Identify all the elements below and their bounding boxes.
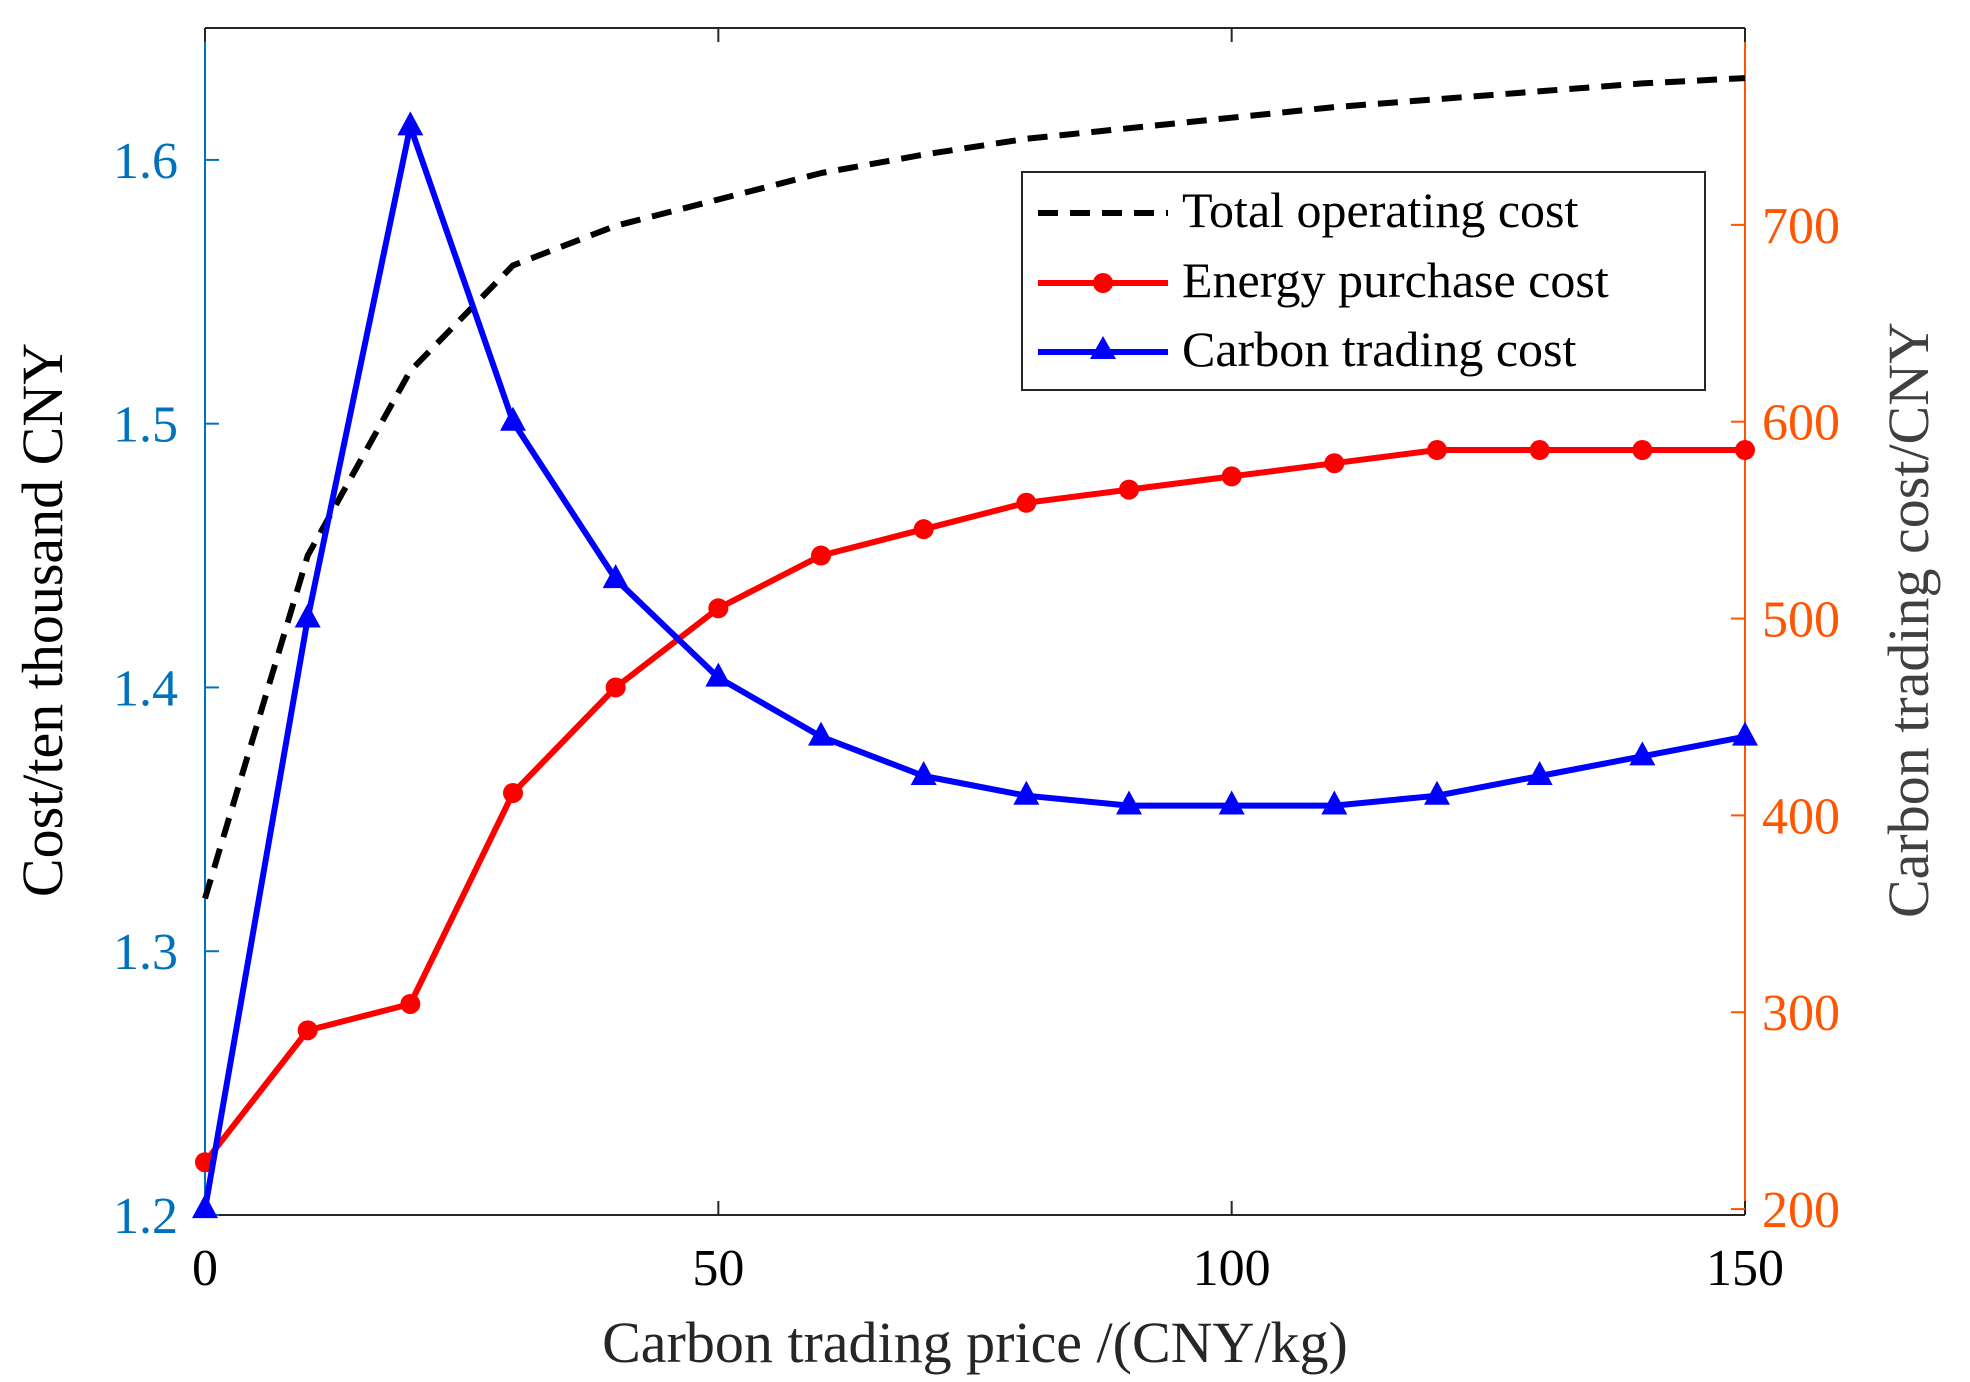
data-point-triangle xyxy=(808,721,834,746)
x-axis-label: Carbon trading price /(CNY/kg) xyxy=(602,1310,1348,1375)
data-point-triangle xyxy=(602,564,629,589)
right-y-tick-label: 400 xyxy=(1762,788,1840,845)
data-point-triangle xyxy=(1732,721,1758,746)
x-tick-label: 150 xyxy=(1706,1240,1784,1297)
series-carbon-trading-cost xyxy=(192,111,1758,1219)
right-y-tick-label: 500 xyxy=(1762,592,1840,649)
data-point-circle xyxy=(708,598,729,619)
data-point-triangle xyxy=(294,603,321,628)
data-point-triangle xyxy=(1629,741,1656,766)
data-point-triangle xyxy=(705,662,732,687)
data-point-circle xyxy=(297,1020,318,1041)
right-y-tick-label: 200 xyxy=(1762,1182,1840,1239)
data-point-circle xyxy=(503,782,523,803)
left-y-tick-label: 1.3 xyxy=(113,924,178,981)
data-point-triangle xyxy=(910,761,937,786)
data-point-circle xyxy=(1632,440,1653,461)
left-y-tick-label: 1.2 xyxy=(113,1188,178,1245)
right-y-axis-label: Carbon trading cost/CNY xyxy=(1876,322,1941,918)
data-point-circle xyxy=(1735,440,1755,461)
data-point-triangle xyxy=(397,111,424,136)
x-tick-label: 0 xyxy=(192,1240,218,1297)
data-point-triangle xyxy=(1424,780,1450,805)
data-point-triangle xyxy=(1321,790,1348,815)
data-point-circle xyxy=(913,519,934,540)
data-point-circle xyxy=(811,545,831,566)
series-line xyxy=(202,447,1745,1165)
legend-label-total-operating-cost: Total operating cost xyxy=(1182,182,1578,238)
data-point-circle xyxy=(400,993,421,1014)
legend-label-energy-purchase-cost: Energy purchase cost xyxy=(1182,252,1609,308)
data-point-triangle xyxy=(192,1194,218,1219)
legend-label-carbon-trading-cost: Carbon trading cost xyxy=(1182,321,1576,377)
right-y-tick-label: 700 xyxy=(1762,198,1840,255)
data-point-circle xyxy=(1529,440,1550,461)
series-line xyxy=(202,75,1746,900)
series-total-operating-cost xyxy=(202,75,1746,900)
x-tick-label: 50 xyxy=(692,1240,744,1297)
right-y-tick-label: 600 xyxy=(1762,395,1840,452)
series-line xyxy=(202,123,1746,1210)
left-y-axis-label: Cost/ten thousand CNY xyxy=(10,343,75,897)
series-layer xyxy=(192,75,1758,1219)
data-point-circle xyxy=(1016,492,1037,513)
data-point-triangle xyxy=(500,406,526,431)
legend: Total operating cost Energy purchase cos… xyxy=(1021,171,1706,391)
data-point-triangle xyxy=(1013,780,1040,805)
data-point-circle xyxy=(1221,466,1242,487)
data-point-triangle xyxy=(1116,790,1142,815)
data-point-triangle xyxy=(1526,761,1553,786)
axis-ticks: 0 50 100 150 1.2 1.3 1.4 1.5 1.6 200 300 400 500 600 7… xyxy=(113,28,1840,1297)
right-y-tick-label: 300 xyxy=(1762,985,1840,1042)
left-y-tick-label: 1.4 xyxy=(113,660,178,717)
data-point-circle xyxy=(1427,440,1447,461)
legend-entry-carbon-trading-cost: Carbon trading cost xyxy=(1038,321,1576,377)
data-point-circle xyxy=(605,677,626,698)
x-tick-label: 100 xyxy=(1193,1240,1271,1297)
data-point-circle xyxy=(1324,453,1345,474)
left-y-tick-label: 1.5 xyxy=(113,397,178,454)
legend-triangle-marker-icon xyxy=(1090,336,1116,359)
data-point-circle xyxy=(1119,479,1139,500)
left-y-tick-label: 1.6 xyxy=(113,133,178,190)
legend-entry-energy-purchase-cost: Energy purchase cost xyxy=(1038,252,1609,308)
legend-entry-total-operating-cost: Total operating cost xyxy=(1038,182,1578,238)
data-point-triangle xyxy=(1218,790,1245,815)
legend-circle-marker-icon xyxy=(1093,273,1113,293)
